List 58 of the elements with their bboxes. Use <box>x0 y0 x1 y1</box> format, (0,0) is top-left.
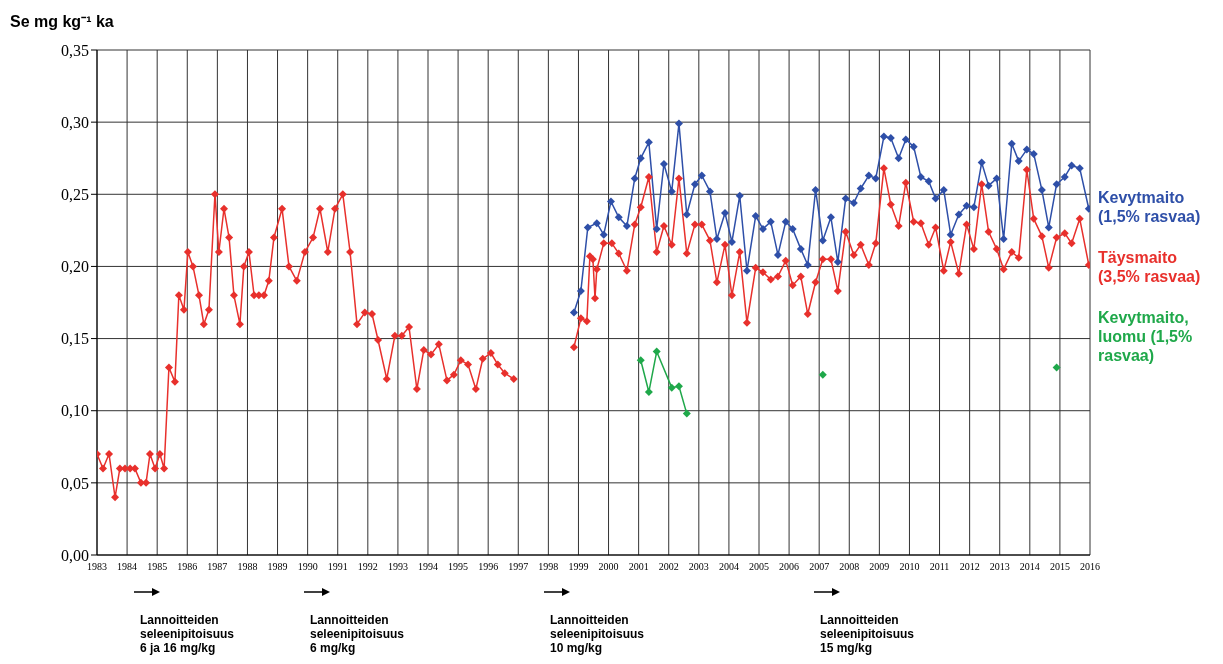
y-tick-label: 0,15 <box>61 330 89 348</box>
y-tick-label: 0,05 <box>61 474 89 492</box>
x-tick-label: 1998 <box>538 561 559 573</box>
y-tick-label: 0,25 <box>61 185 89 203</box>
x-tick-label: 2011 <box>929 561 950 573</box>
x-tick-label: 2006 <box>779 561 800 573</box>
x-tick-label: 2005 <box>749 561 769 573</box>
x-tick-label: 2001 <box>628 561 649 573</box>
text: Kevytmaito, luomu (1,5% rasvaa) <box>1098 308 1194 365</box>
x-tick-label: 1996 <box>478 561 499 573</box>
point <box>1052 363 1061 372</box>
x-tick-label: 1999 <box>568 561 589 573</box>
y-tick-label: 0,20 <box>61 258 89 276</box>
x-tick-label: 2015 <box>1049 561 1070 573</box>
x-tick-label: 1984 <box>117 561 138 573</box>
y-tick-label: 0,30 <box>61 113 89 131</box>
x-tick-label: 2014 <box>1019 561 1040 573</box>
point <box>667 383 676 392</box>
x-tick-label: 2002 <box>658 561 679 573</box>
x-tick-label: 1990 <box>297 561 318 573</box>
point <box>818 370 827 379</box>
text: Lannoitteiden seleenipitoisuus 10 mg/kg <box>550 613 646 655</box>
x-tick-label: 2013 <box>989 561 1010 573</box>
point <box>636 356 645 365</box>
point <box>674 382 683 391</box>
x-tick-label: 2016 <box>1080 561 1100 573</box>
x-tick-label: 1985 <box>147 561 168 573</box>
point <box>682 409 691 418</box>
x-tick-label: 1986 <box>177 561 198 573</box>
x-tick-label: 2012 <box>959 561 980 573</box>
x-tick-label: 1995 <box>448 561 469 573</box>
y-tick-label: 0,35 <box>61 41 89 59</box>
y-tick-label: 0,00 <box>61 546 89 564</box>
point <box>644 387 653 396</box>
x-tick-label: 2010 <box>899 561 920 573</box>
x-tick-label: 2004 <box>718 561 739 573</box>
x-tick-label: 2008 <box>839 561 860 573</box>
series-label: Kevytmaito (1,5% rasvaa) <box>1098 188 1202 226</box>
y-axis-title: Se mg kg⁻¹ ka <box>10 12 114 32</box>
x-tick-label: 2007 <box>809 561 830 573</box>
x-tick-label: 1989 <box>267 561 288 573</box>
point <box>652 347 661 356</box>
x-tick-label: 2009 <box>869 561 890 573</box>
x-tick-label: 2003 <box>688 561 709 573</box>
text: Lannoitteiden seleenipitoisuus 6 ja 16 mg/kg <box>140 613 236 655</box>
x-tick-label: 1991 <box>327 561 348 573</box>
x-tick-label: 1987 <box>207 561 228 573</box>
x-tick-label: 1992 <box>357 561 378 573</box>
x-tick-label: 1988 <box>237 561 258 573</box>
text: Lannoitteiden seleenipitoisuus 6 mg/kg <box>310 613 406 655</box>
x-tick-label: 2000 <box>598 561 619 573</box>
y-tick-label: 0,10 <box>61 402 89 420</box>
x-tick-label: 1983 <box>87 561 107 573</box>
x-tick-label: 1997 <box>508 561 529 573</box>
text: Lannoitteiden seleenipitoisuus 15 mg/kg <box>820 613 916 655</box>
x-tick-label: 1994 <box>418 561 438 573</box>
x-tick-label: 1993 <box>387 561 408 573</box>
series-label: Täysmaito (3,5% rasvaa) <box>1098 248 1202 286</box>
